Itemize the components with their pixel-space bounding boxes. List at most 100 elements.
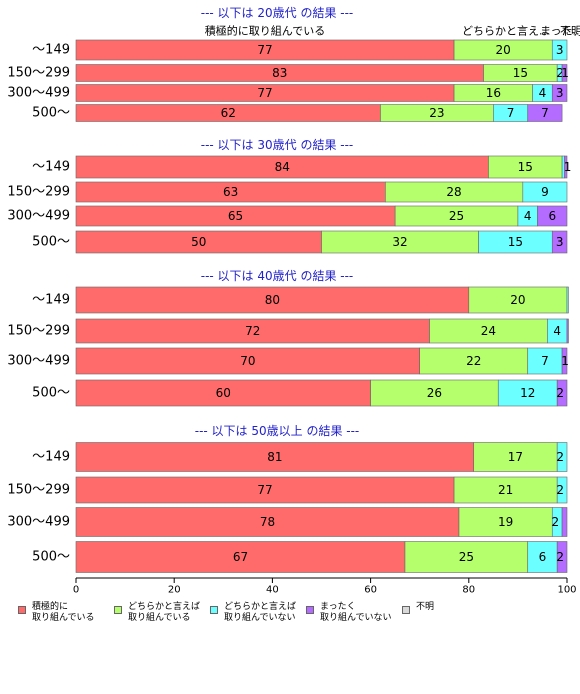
data-label-0-3-1: 23 xyxy=(429,106,444,120)
category-label-1-0: 〜149 xyxy=(32,160,70,175)
data-label-1-2-2: 4 xyxy=(524,209,532,223)
column-label-0: 積極的に取り組んでいる xyxy=(205,24,325,38)
category-label-1-1: 150〜299 xyxy=(7,185,70,200)
data-label-3-3-0: 67 xyxy=(233,550,248,564)
data-label-3-3-2: 6 xyxy=(539,550,547,564)
legend-label-2: どちらかと言えば 取り組んでいない xyxy=(224,602,297,623)
data-label-2-0-1: 20 xyxy=(510,293,525,307)
data-label-2-3-0: 60 xyxy=(216,386,231,400)
data-label-3-1-1: 21 xyxy=(498,483,513,497)
legend-item-4: 不明 xyxy=(402,602,434,614)
legend-item-3: まったく 取り組んでいない xyxy=(306,602,392,624)
category-label-2-2: 300〜499 xyxy=(7,354,70,369)
data-label-0-0-0: 77 xyxy=(257,43,272,57)
category-label-2-1: 150〜299 xyxy=(7,324,70,339)
data-label-0-3-0: 62 xyxy=(221,106,236,120)
data-label-2-0-0: 80 xyxy=(265,293,280,307)
data-label-3-0-0: 81 xyxy=(267,450,282,464)
bar-segment-2-2-0 xyxy=(75,347,421,375)
x-tick-label-5: 100 xyxy=(557,585,576,596)
legend-swatch-4 xyxy=(402,606,410,614)
bar-segment-3-3-1 xyxy=(404,541,529,573)
bar-segment-3-3-2 xyxy=(527,541,558,573)
bar-segment-1-1-2 xyxy=(522,181,568,203)
bar-segment-3-2-0 xyxy=(75,507,460,537)
bar-segment-3-2-1 xyxy=(458,507,553,537)
bar-segment-3-3-3 xyxy=(556,541,568,573)
bar-segment-3-1-2 xyxy=(556,476,568,504)
bar-segment-2-3-0 xyxy=(75,379,371,407)
data-label-0-0-2: 3 xyxy=(556,43,564,57)
x-tick-label-0: 0 xyxy=(73,585,79,596)
category-label-3-3: 500〜 xyxy=(32,550,70,565)
legend-item-1: どちらかと言えば 取り組んでいる xyxy=(114,602,200,624)
data-label-0-2-0: 77 xyxy=(257,86,272,100)
data-label-3-1-2: 2 xyxy=(556,483,564,497)
bar-segment-2-2-1 xyxy=(419,347,529,375)
group-title-0: --- 以下は 20歳代 の結果 --- xyxy=(201,6,354,20)
data-label-0-3-2: 7 xyxy=(507,106,515,120)
category-label-1-2: 300〜499 xyxy=(7,209,70,224)
data-label-2-3-3: 2 xyxy=(556,386,564,400)
data-label-3-1-0: 77 xyxy=(257,483,272,497)
bar-segment-1-3-3 xyxy=(551,230,568,254)
bar-segment-2-0-1 xyxy=(468,286,568,314)
data-label-1-1-2: 9 xyxy=(541,185,549,199)
data-label-2-1-2: 4 xyxy=(553,324,561,338)
data-label-0-2-1: 16 xyxy=(486,86,501,100)
data-label-2-2-3: 1 xyxy=(561,354,569,368)
data-label-0-2-3: 3 xyxy=(556,86,564,100)
bar-segment-2-0-2 xyxy=(566,286,569,314)
legend-label-1: どちらかと言えば 取り組んでいる xyxy=(128,602,201,623)
legend-swatch-1 xyxy=(114,606,122,614)
bar-segment-2-2-3 xyxy=(561,347,568,375)
legend-swatch-0 xyxy=(18,606,26,614)
data-label-2-1-1: 24 xyxy=(481,324,496,338)
bar-segment-2-3-1 xyxy=(370,379,499,407)
bar-segment-2-0-0 xyxy=(75,286,470,314)
category-label-2-3: 500〜 xyxy=(32,386,70,401)
legend-item-0: 積極的に 取り組んでいる xyxy=(18,602,95,624)
legend-item-2: どちらかと言えば 取り組んでいない xyxy=(210,602,296,624)
data-label-1-1-0: 63 xyxy=(223,185,238,199)
category-label-1-3: 500〜 xyxy=(32,235,70,250)
bar-segment-2-1-0 xyxy=(75,318,430,344)
x-tick-label-3: 60 xyxy=(364,585,377,596)
data-label-0-1-1: 15 xyxy=(513,66,528,80)
bar-segment-0-1-3 xyxy=(561,64,568,82)
category-label-2-0: 〜149 xyxy=(32,293,70,308)
bar-segment-3-0-1 xyxy=(473,442,558,472)
data-label-1-1-1: 28 xyxy=(446,185,461,199)
data-label-0-1-3: 1 xyxy=(561,66,569,80)
legend-label-0: 積極的に 取り組んでいる xyxy=(32,602,95,623)
data-label-1-0-1: 15 xyxy=(518,160,533,174)
data-label-1-3-2: 15 xyxy=(508,235,523,249)
x-tick-label-4: 80 xyxy=(462,585,475,596)
data-label-1-3-1: 32 xyxy=(392,235,407,249)
bar-segment-3-1-0 xyxy=(75,476,455,504)
data-label-1-0-3: 1 xyxy=(564,160,572,174)
data-label-2-2-2: 7 xyxy=(541,354,549,368)
legend-swatch-3 xyxy=(306,606,314,614)
group-title-3: --- 以下は 50歳以上 の結果 --- xyxy=(195,424,360,438)
data-label-0-1-0: 83 xyxy=(272,66,287,80)
data-label-2-3-1: 26 xyxy=(427,386,442,400)
data-label-1-0-0: 84 xyxy=(275,160,290,174)
data-label-3-0-1: 17 xyxy=(508,450,523,464)
bar-segment-0-3-3 xyxy=(527,104,563,122)
data-label-0-1-2: 2 xyxy=(556,66,564,80)
x-tick-label-1: 20 xyxy=(168,585,181,596)
bar-segment-2-1-3 xyxy=(566,318,569,344)
bar-segment-1-2-3 xyxy=(537,205,568,227)
legend-label-3: まったく 取り組んでいない xyxy=(320,602,392,623)
category-label-3-2: 300〜499 xyxy=(7,515,70,530)
bar-segment-2-3-3 xyxy=(556,379,568,407)
bar-segment-0-0-2 xyxy=(551,39,568,61)
data-label-0-2-2: 4 xyxy=(539,86,547,100)
bar-segment-3-1-1 xyxy=(453,476,558,504)
data-label-3-3-3: 2 xyxy=(556,550,564,564)
data-label-3-3-1: 25 xyxy=(459,550,474,564)
legend-swatch-2 xyxy=(210,606,218,614)
data-label-3-2-2: 2 xyxy=(551,515,559,529)
